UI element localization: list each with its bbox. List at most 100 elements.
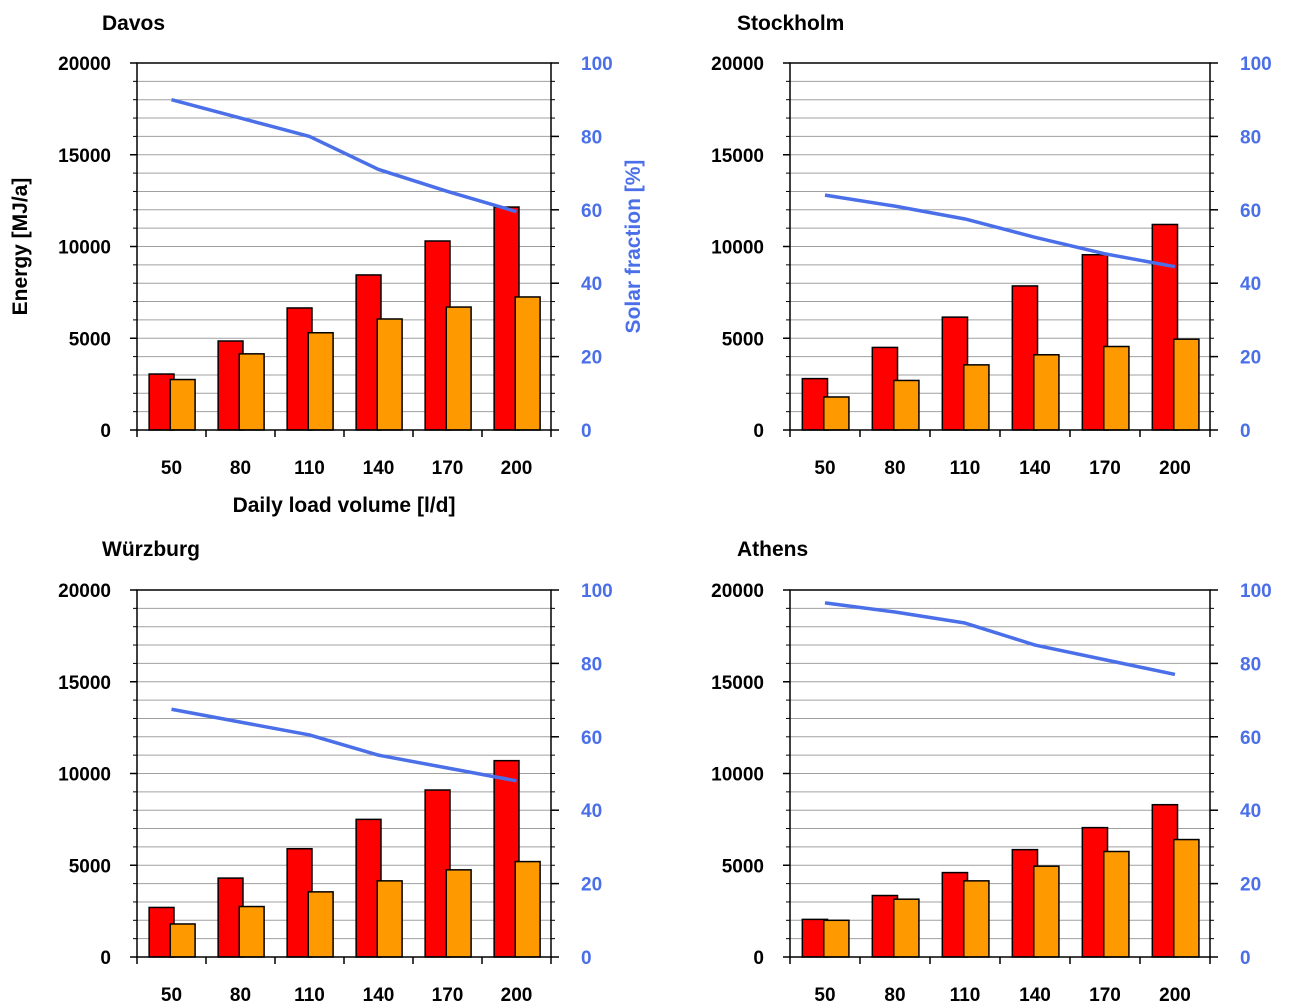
right-tick-label: 20 [581,875,602,896]
y2-axis-label: Solar fraction [%] [622,160,645,334]
left-tick-label: 10000 [711,238,764,259]
left-tick-label: 20000 [58,581,111,602]
x-tick-label: 80 [230,458,251,479]
solar-fraction-line [171,98,517,214]
bar-series-1-170 [1102,850,1130,958]
right-tick-label: 100 [581,581,613,602]
left-tick-label: 0 [100,948,111,969]
right-tick-label: 40 [1240,274,1261,295]
x-tick-label: 110 [294,985,325,1004]
left-tick-label: 15000 [711,673,764,694]
bar-series-1-110 [307,891,334,958]
left-tick-label: 20000 [711,581,764,602]
right-tick-label: 0 [581,421,592,442]
bar-series-1-50 [169,378,196,431]
right-tick-label: 80 [581,127,602,148]
bar-series-1-80 [238,905,265,958]
bar-series-1-50 [822,919,850,958]
left-tick-label: 5000 [722,856,764,877]
bar-series-1-80 [892,379,920,431]
right-tick-label: 60 [581,201,602,222]
x-tick-label: 200 [1159,985,1191,1004]
bar-series-1-50 [169,923,196,958]
right-tick-label: 60 [1240,728,1261,749]
bar-series-1-140 [376,880,403,958]
left-tick-label: 0 [753,421,764,442]
solar-fraction-line [824,193,1176,269]
x-tick-label: 170 [432,458,464,479]
x-tick-label: 50 [814,985,835,1004]
right-tick-label: 100 [581,54,613,75]
left-tick-label: 20000 [58,54,111,75]
chart-title: Athens [737,538,808,561]
bar-series-1-170 [1102,345,1130,431]
left-tick-label: 0 [753,948,764,969]
right-tick-label: 60 [1240,201,1261,222]
left-tick-label: 10000 [711,765,764,786]
x-tick-label: 200 [501,458,533,479]
left-tick-label: 20000 [711,54,764,75]
y-axis-label: Energy [MJ/a] [9,178,32,316]
bar-series-1-50 [822,396,850,431]
chart-title: Würzburg [102,538,200,561]
x-tick-label: 140 [1019,458,1051,479]
right-tick-label: 80 [581,654,602,675]
right-tick-label: 40 [1240,801,1261,822]
chart-panel-3: 0 5000 10000 15000 20000 0 20 40 60 80 100 50 80 110 1… [711,538,1272,1004]
x-tick-label: 80 [884,985,905,1004]
x-tick-label: 170 [432,985,464,1004]
bar-series-1-110 [962,364,990,431]
x-tick-label: 200 [501,985,533,1004]
x-tick-label: 50 [161,458,182,479]
x-tick-label: 80 [884,458,905,479]
bar-series-1-200 [1172,338,1200,431]
x-tick-label: 170 [1089,985,1121,1004]
chart-panel-1: 0 5000 10000 15000 20000 0 20 40 60 80 100 50 80 110 1… [711,12,1272,479]
solar-fraction-line [171,707,517,783]
x-tick-label: 50 [814,458,835,479]
bar-series-1-140 [1032,354,1060,431]
bar-series-1-80 [238,353,265,431]
right-tick-label: 60 [581,728,602,749]
left-tick-label: 5000 [69,329,111,350]
left-tick-label: 10000 [58,238,111,259]
x-tick-label: 110 [294,458,325,479]
x-tick-label: 80 [230,985,251,1004]
bar-series-1-200 [514,296,541,431]
bar-series-1-200 [514,860,541,958]
chart-title: Davos [102,12,165,35]
bar-series-1-170 [445,869,472,958]
right-tick-label: 80 [1240,127,1261,148]
left-tick-label: 5000 [722,329,764,350]
chart-title: Stockholm [737,12,844,35]
bar-series-1-170 [445,306,472,431]
x-tick-label: 110 [950,985,981,1004]
x-axis-label: Daily load volume [l/d] [233,494,456,517]
right-tick-label: 100 [1240,581,1272,602]
bar-series-1-80 [892,898,920,958]
left-tick-label: 10000 [58,765,111,786]
bar-series-1-200 [1172,838,1200,958]
x-tick-label: 50 [161,985,182,1004]
bar-series-1-140 [1032,865,1060,958]
bar-series-1-140 [376,318,403,431]
right-tick-label: 40 [581,274,602,295]
left-tick-label: 15000 [711,146,764,167]
right-tick-label: 80 [1240,654,1261,675]
right-tick-label: 40 [581,801,602,822]
x-tick-label: 140 [363,985,395,1004]
x-tick-label: 110 [950,458,981,479]
right-tick-label: 100 [1240,54,1272,75]
right-tick-label: 0 [1240,948,1251,969]
bar-series-0-170 [1081,254,1109,431]
right-tick-label: 20 [581,348,602,369]
x-tick-label: 140 [363,458,395,479]
x-tick-label: 140 [1019,985,1051,1004]
left-tick-label: 15000 [58,146,111,167]
x-tick-label: 200 [1159,458,1191,479]
right-tick-label: 0 [581,948,592,969]
chart-panel-0: 0 5000 10000 15000 20000 0 20 40 60 80 100 50 80 110 1… [9,12,645,517]
chart-panel-2: 0 5000 10000 15000 20000 0 20 40 60 80 100 50 80 110 1… [58,538,613,1004]
x-tick-label: 170 [1089,458,1121,479]
